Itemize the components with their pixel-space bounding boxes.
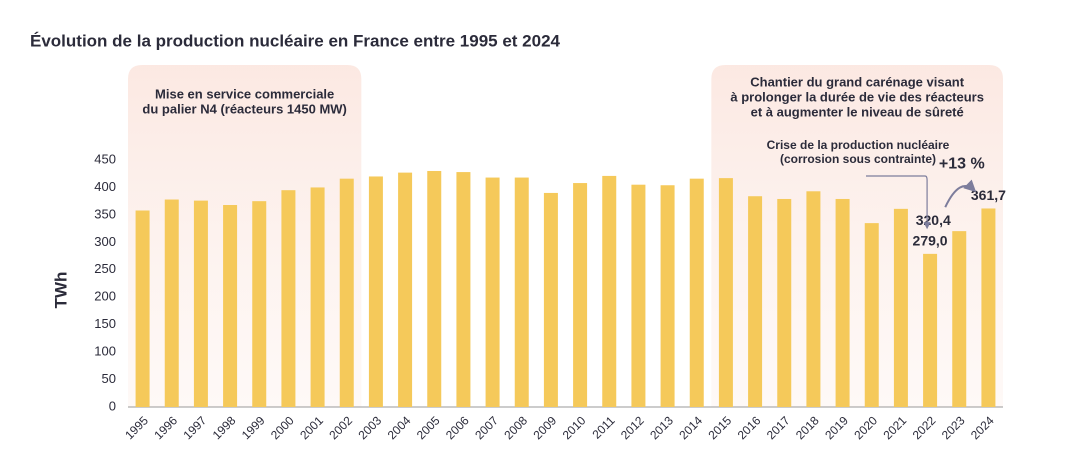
bar	[193, 200, 208, 407]
bar	[252, 201, 267, 407]
x-tick-label: 2015	[705, 413, 734, 442]
x-tick-label: 1997	[180, 413, 209, 442]
bar	[164, 199, 179, 407]
bar	[456, 172, 471, 407]
bar	[777, 198, 792, 407]
x-tick-label: 2006	[443, 413, 472, 442]
y-tick-label: 150	[94, 316, 116, 331]
region-text: et à augmenter le niveau de sûreté	[751, 104, 964, 119]
x-tick-label: 2022	[910, 413, 939, 442]
x-tick-label: 2000	[268, 413, 297, 442]
bar	[223, 205, 238, 407]
x-tick-label: 2017	[764, 413, 793, 442]
x-tick-label: 2011	[589, 413, 617, 441]
bar	[748, 196, 763, 407]
bar	[864, 223, 879, 407]
x-tick-label: 2001	[297, 413, 326, 442]
x-tick-label: 1998	[210, 413, 239, 442]
y-tick-label: 350	[94, 206, 116, 221]
y-tick-label: 300	[94, 234, 116, 249]
x-tick-label: 2020	[851, 413, 880, 442]
bar	[398, 172, 413, 407]
x-tick-label: 2019	[822, 413, 851, 442]
x-tick-label: 1995	[122, 413, 151, 442]
region-text: Mise en service commerciale	[155, 86, 334, 101]
x-tick-label: 2003	[355, 413, 384, 442]
bar	[427, 170, 442, 407]
bar	[485, 177, 500, 407]
x-tick-label: 2007	[472, 413, 501, 442]
y-tick-label: 50	[102, 371, 116, 386]
bar	[135, 210, 150, 407]
value-label: 279,0	[913, 233, 948, 249]
x-tick-label: 2018	[793, 413, 822, 442]
annotation-arrow	[866, 175, 931, 230]
bar	[339, 178, 354, 407]
bar	[281, 190, 296, 407]
x-tick-label: 2021	[880, 413, 909, 442]
value-label: 361,7	[971, 187, 1006, 203]
region-text: à prolonger la durée de vie des réacteur…	[730, 89, 984, 104]
bar	[660, 185, 675, 407]
x-tick-label: 2016	[735, 413, 764, 442]
y-tick-label: 100	[94, 344, 116, 359]
bar	[689, 178, 704, 407]
bar	[952, 231, 967, 407]
bar	[631, 184, 646, 407]
x-tick-label: 1999	[239, 413, 268, 442]
x-tick-label: 2012	[618, 413, 647, 442]
bar	[543, 192, 558, 407]
x-tick-label: 2010	[560, 413, 589, 442]
x-tick-label: 1996	[151, 413, 180, 442]
x-tick-label: 2024	[968, 413, 997, 442]
y-axis-label: TWh	[51, 272, 70, 309]
change-label: +13 %	[939, 156, 985, 173]
annotation-text: (corrosion sous contrainte)	[780, 152, 936, 166]
bar	[514, 177, 529, 407]
y-tick-label: 450	[94, 151, 116, 166]
bar	[981, 208, 996, 407]
bar	[718, 178, 733, 407]
region-text: Chantier du grand carénage visant	[750, 74, 965, 89]
region-text: du palier N4 (réacteurs 1450 MW)	[142, 101, 346, 116]
y-tick-label: 200	[94, 289, 116, 304]
annotation-text: Crise de la production nucléaire	[767, 138, 950, 152]
bar	[893, 208, 908, 407]
bar	[835, 198, 850, 407]
bar	[602, 175, 617, 407]
x-tick-label: 2004	[385, 413, 414, 442]
x-tick-label: 2014	[676, 413, 705, 442]
bar	[368, 176, 383, 407]
y-tick-label: 400	[94, 179, 116, 194]
change-arrow	[944, 179, 977, 208]
bar	[923, 253, 938, 407]
x-tick-label: 2008	[501, 413, 530, 442]
value-label: 320,4	[916, 212, 951, 228]
y-tick-label: 250	[94, 261, 116, 276]
bar	[310, 187, 325, 407]
y-tick-label: 0	[109, 398, 116, 413]
x-tick-label: 2002	[326, 413, 355, 442]
x-tick-label: 2009	[530, 413, 559, 442]
x-tick-label: 2013	[647, 413, 676, 442]
chart-title: Évolution de la production nucléaire en …	[30, 31, 561, 50]
bar	[806, 191, 821, 407]
bar	[573, 183, 588, 407]
x-tick-label: 2023	[939, 413, 968, 442]
x-tick-label: 2005	[414, 413, 443, 442]
region-band	[128, 65, 362, 407]
